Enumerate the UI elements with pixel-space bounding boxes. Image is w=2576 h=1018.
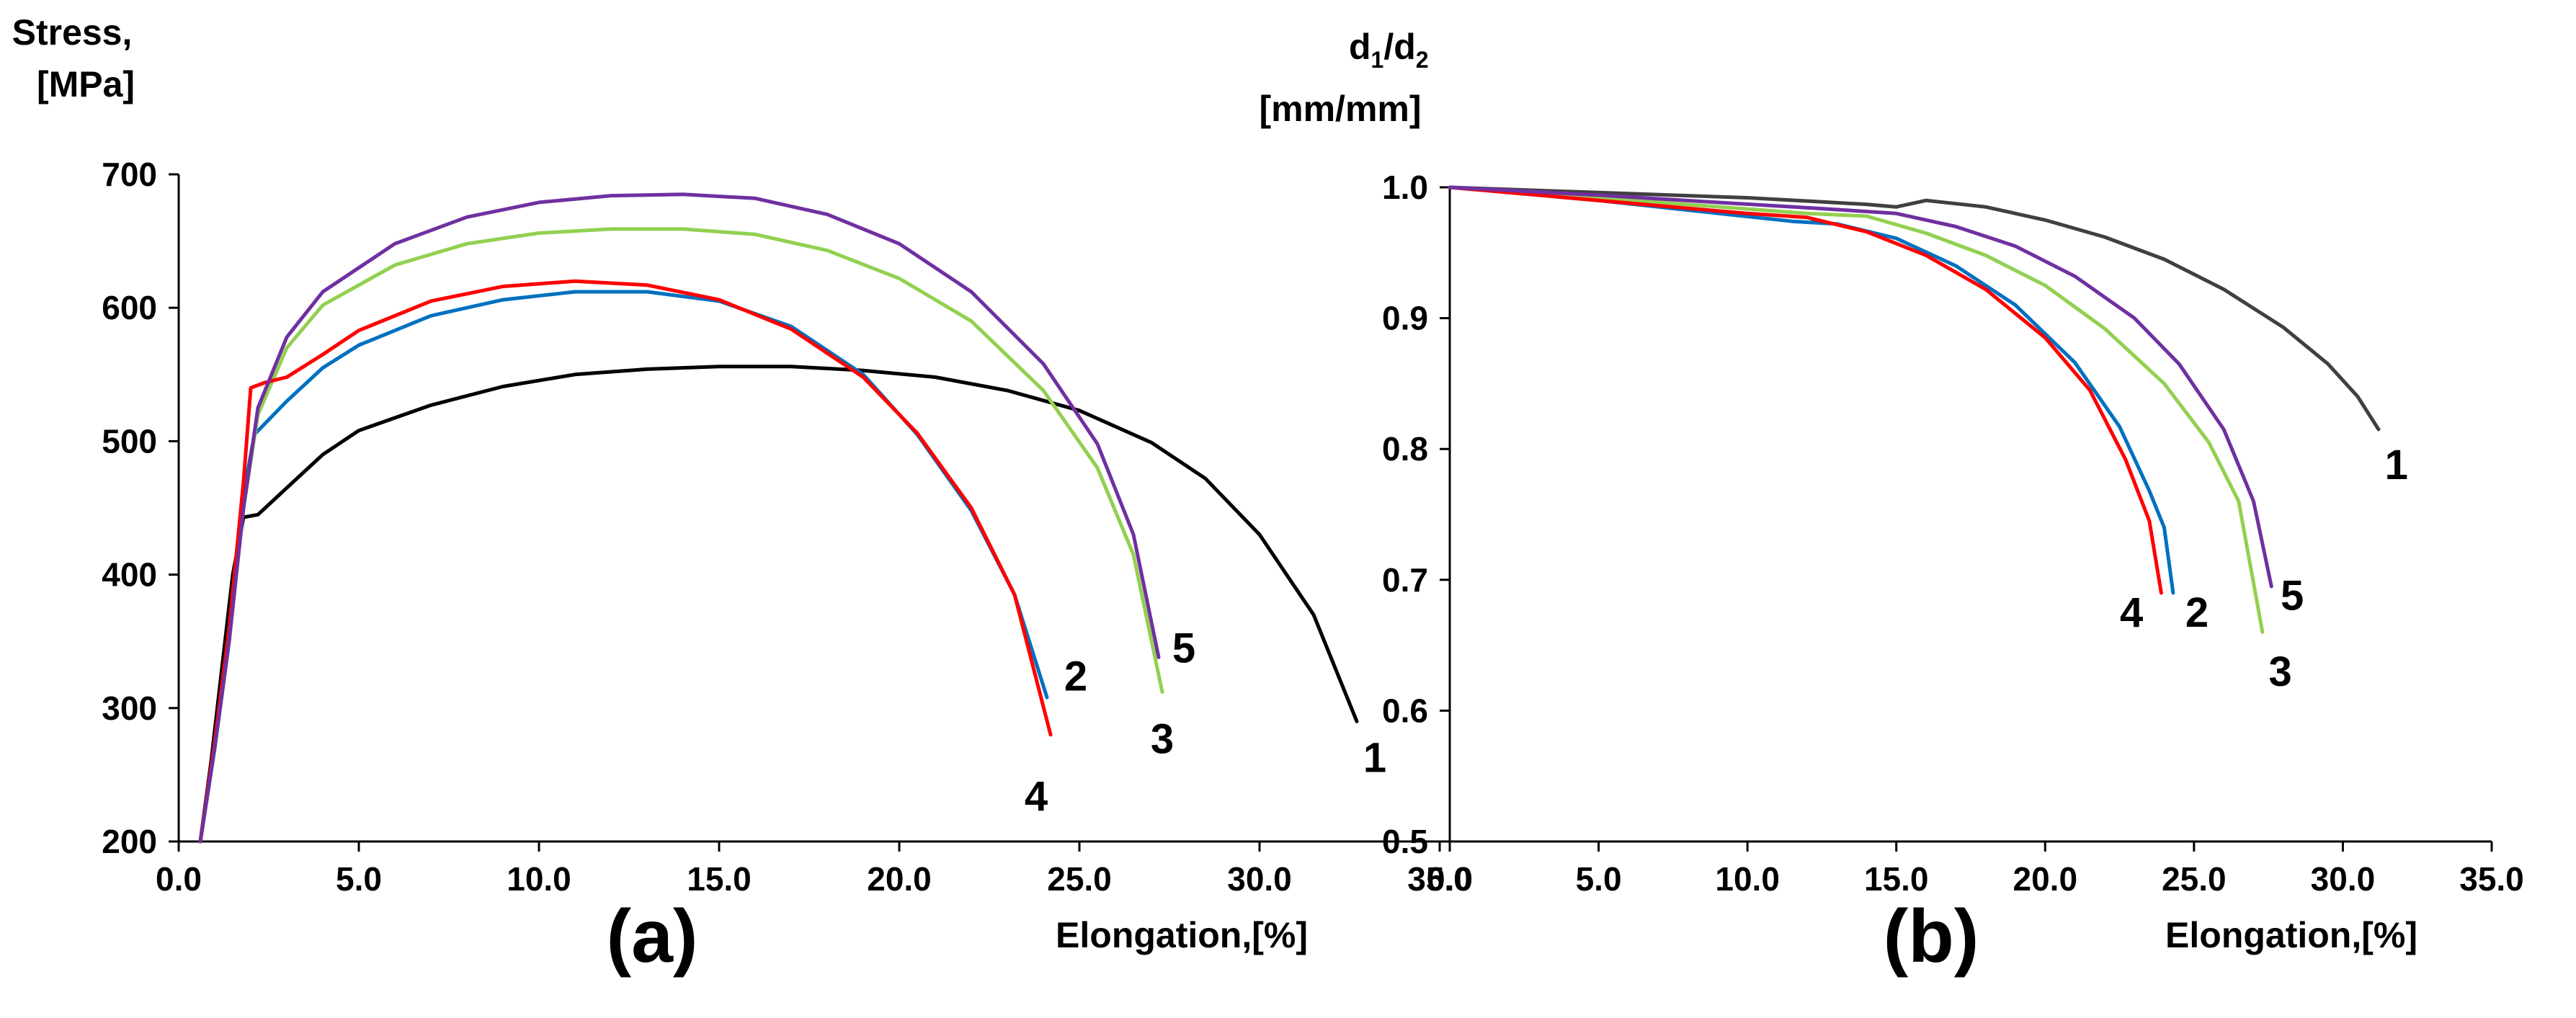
series-label-3: 3 <box>1151 715 1174 762</box>
series-label-2: 2 <box>1064 653 1087 700</box>
y-tick-label: 500 <box>102 422 157 460</box>
series-line-1 <box>198 365 1359 844</box>
x-tick-label: 5.0 <box>1576 860 1622 898</box>
series-line-3 <box>1448 185 2265 634</box>
x-tick-label: 20.0 <box>2013 860 2078 898</box>
y-tick-label: 0.9 <box>1382 300 1428 337</box>
x-tick-label: 30.0 <box>1227 860 1292 898</box>
x-axis-label: Elongation,[%] <box>2165 915 2417 955</box>
series-line-4 <box>1448 185 2163 595</box>
y-tick-label: 400 <box>102 556 157 594</box>
y-tick-label: 600 <box>102 289 157 326</box>
y-tick-label: 0.6 <box>1382 692 1428 729</box>
x-tick-label: 35.0 <box>1407 860 1472 898</box>
chart-panel-a: 0.0 5.0 10.0 15.0 20.0 25.0 30.0 35.02003004005… <box>12 12 1472 978</box>
x-tick-label: 25.0 <box>1047 860 1112 898</box>
series-label-1: 1 <box>1363 734 1386 781</box>
x-tick-label: 35.0 <box>2459 860 2524 898</box>
y-tick-label: 300 <box>102 689 157 727</box>
series-label-1: 1 <box>2385 442 2408 488</box>
x-tick-label: 0.0 <box>156 860 202 898</box>
x-tick-label: 0.0 <box>1427 860 1473 898</box>
series-line-1 <box>1448 185 2381 432</box>
series-label-4: 4 <box>2120 589 2143 636</box>
series-line-2 <box>1448 185 2175 595</box>
series-label-4: 4 <box>1025 773 1048 820</box>
y-tick-label: 0.5 <box>1382 823 1428 860</box>
y-tick-label: 700 <box>102 156 157 193</box>
series-label-5: 5 <box>1172 625 1195 671</box>
y-axis-label-line2: [mm/mm] <box>1259 89 1421 129</box>
y-tick-label: 0.8 <box>1382 430 1428 468</box>
x-tick-label: 10.0 <box>507 860 571 898</box>
x-axis-label: Elongation,[%] <box>1056 915 1308 955</box>
series-line-5 <box>198 192 1161 844</box>
y-tick-label: 200 <box>102 823 157 860</box>
panel-label: (b) <box>1884 895 1979 978</box>
x-tick-label: 25.0 <box>2162 860 2227 898</box>
y-axis-label-line1: d1/d2 <box>1349 27 1429 73</box>
x-tick-label: 15.0 <box>687 860 752 898</box>
x-tick-label: 20.0 <box>867 860 932 898</box>
y-tick-label: 1.0 <box>1382 169 1428 206</box>
x-tick-label: 10.0 <box>1715 860 1780 898</box>
series-line-5 <box>1448 185 2273 589</box>
chart-panel-b: 0.0 5.0 10.0 15.0 20.0 25.0 30.0 35.00.50.60.70… <box>1259 27 2523 978</box>
y-axis-label-line1: Stress, <box>12 12 133 53</box>
y-axis-label-line2: [MPa] <box>37 64 135 104</box>
panel-label: (a) <box>606 895 698 978</box>
series-label-5: 5 <box>2281 573 2304 620</box>
series-label-3: 3 <box>2269 648 2292 695</box>
y-tick-label: 0.7 <box>1382 561 1428 599</box>
series-line-3 <box>198 227 1164 844</box>
x-tick-label: 15.0 <box>1864 860 1929 898</box>
series-label-2: 2 <box>2185 589 2209 636</box>
x-tick-label: 5.0 <box>336 860 382 898</box>
x-tick-label: 30.0 <box>2311 860 2376 898</box>
series-line-4 <box>198 279 1053 844</box>
